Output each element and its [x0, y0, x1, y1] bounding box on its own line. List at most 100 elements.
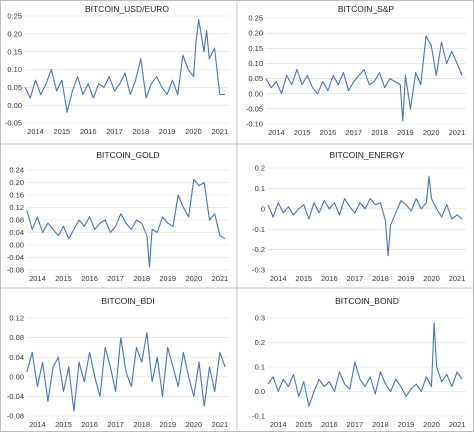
- x-tick-label: 2021: [449, 420, 466, 429]
- x-tick-label: 2017: [345, 128, 362, 137]
- x-tick-label: 2016: [320, 128, 337, 137]
- series-line: [267, 175, 463, 257]
- x-tick-label: 2017: [347, 274, 364, 283]
- x-tick-label: 2019: [398, 420, 415, 429]
- x-tick-label: 2015: [295, 420, 312, 429]
- x-tick-label: 2020: [185, 127, 202, 136]
- y-tick-label: 0.24: [9, 166, 24, 175]
- y-tick-label: 0.04: [9, 228, 24, 237]
- y-tick-label: 0.05: [248, 74, 263, 83]
- x-tick-label: 2014: [29, 274, 46, 283]
- x-tick-label: 2019: [397, 128, 414, 137]
- x-tick-label: 2017: [106, 127, 123, 136]
- x-tick-label: 2016: [81, 274, 98, 283]
- chart-title: BITCOIN_BDI: [101, 296, 154, 306]
- y-tick-label: -0.08: [7, 266, 24, 275]
- y-tick-label: 0.00: [248, 89, 263, 98]
- x-tick-label: 2021: [212, 274, 229, 283]
- y-tick-label: 0.08: [9, 333, 24, 342]
- y-tick-label: -0.04: [7, 392, 24, 401]
- y-tick-label: -0.04: [7, 253, 24, 262]
- x-tick-label: 2019: [159, 420, 176, 429]
- x-tick-label: 2018: [372, 274, 389, 283]
- x-tick-label: 2014: [270, 274, 287, 283]
- y-tick-label: 0.2: [255, 164, 265, 173]
- x-tick-label: 2019: [159, 127, 176, 136]
- y-tick-label: 0.20: [9, 178, 24, 187]
- y-tick-label: 0.1: [255, 363, 265, 372]
- y-tick-label: -0.2: [252, 245, 265, 254]
- y-tick-label: 0.05: [7, 83, 22, 92]
- y-tick-label: 0.12: [9, 314, 24, 323]
- y-tick-label: 0.10: [7, 65, 22, 74]
- y-tick-label: 0.20: [7, 29, 22, 38]
- chart-title: BITCOIN_ENERGY: [329, 150, 404, 160]
- x-tick-label: 2017: [347, 420, 364, 429]
- x-tick-label: 2021: [212, 420, 229, 429]
- y-tick-label: 0.00: [9, 241, 24, 250]
- x-tick-label: 2014: [29, 420, 46, 429]
- x-tick-label: 2016: [321, 420, 338, 429]
- x-tick-label: 2015: [55, 420, 72, 429]
- y-tick-label: -0.10: [246, 120, 263, 129]
- x-tick-label: 2020: [423, 274, 440, 283]
- x-tick-label: 2017: [107, 274, 124, 283]
- series-line: [24, 19, 226, 113]
- series-line: [265, 35, 463, 122]
- chart-panel: BITCOIN_BDI -0.08 -0.04 0.00 0.04 0.08 0.12 201…: [7, 296, 229, 429]
- y-tick-label: 0.20: [248, 29, 263, 38]
- y-tick-label: 0.1: [255, 184, 265, 193]
- x-tick-label: 2016: [321, 274, 338, 283]
- x-tick-label: 2021: [449, 128, 466, 137]
- y-tick-label: 0.0: [255, 387, 265, 396]
- y-tick-label: 0.00: [7, 101, 22, 110]
- chart-panel: BITCOIN_BOND -0.1 0.0 0.1 0.2 0.3 2014 2015 2016…: [252, 296, 466, 429]
- chart-title: BITCOIN_S&P: [338, 4, 395, 14]
- x-tick-label: 2014: [27, 127, 44, 136]
- chart-panel: BITCOIN_USD/EURO -0.05 0.00 0.05 0.10 0.15 0.2…: [5, 4, 229, 136]
- y-tick-label: -0.05: [246, 104, 263, 113]
- y-tick-label: -0.3: [252, 266, 265, 275]
- y-tick-label: 0.12: [9, 203, 24, 212]
- x-tick-label: 2020: [185, 420, 202, 429]
- chart-title: BITCOIN_GOLD: [96, 150, 159, 160]
- y-tick-label: -0.08: [7, 412, 24, 421]
- y-tick-label: 0.15: [248, 44, 263, 53]
- y-tick-label: 0.00: [9, 372, 24, 381]
- series-line: [267, 322, 463, 407]
- x-tick-label: 2017: [107, 420, 124, 429]
- x-tick-label: 2021: [449, 274, 466, 283]
- x-tick-label: 2021: [211, 127, 228, 136]
- y-tick-label: 0.15: [7, 47, 22, 56]
- x-tick-label: 2018: [132, 127, 149, 136]
- y-tick-label: 0.25: [248, 14, 263, 23]
- x-tick-label: 2020: [423, 420, 440, 429]
- y-tick-label: 0.3: [255, 314, 265, 323]
- x-tick-label: 2015: [294, 128, 311, 137]
- x-tick-label: 2020: [185, 274, 202, 283]
- y-tick-label: 0.04: [9, 353, 24, 362]
- x-tick-label: 2015: [295, 274, 312, 283]
- y-tick-label: 0.10: [248, 59, 263, 68]
- x-tick-label: 2018: [371, 128, 388, 137]
- x-tick-label: 2015: [55, 274, 72, 283]
- series-line: [26, 332, 226, 412]
- chart-title: BITCOIN_BOND: [335, 296, 399, 306]
- x-tick-label: 2014: [268, 128, 285, 137]
- chart-title: BITCOIN_USD/EURO: [85, 4, 169, 14]
- x-tick-label: 2018: [372, 420, 389, 429]
- x-tick-label: 2019: [398, 274, 415, 283]
- y-tick-label: 0.2: [255, 338, 265, 347]
- y-tick-label: 0.25: [7, 12, 22, 21]
- x-tick-label: 2020: [423, 128, 440, 137]
- y-tick-label: -0.1: [252, 412, 265, 421]
- y-tick-label: -0.05: [5, 119, 22, 128]
- x-tick-label: 2015: [54, 127, 71, 136]
- y-tick-label: 0: [261, 204, 265, 213]
- x-tick-label: 2014: [270, 420, 287, 429]
- x-tick-label: 2019: [159, 274, 176, 283]
- series-line: [26, 178, 226, 268]
- y-tick-label: -0.1: [252, 225, 265, 234]
